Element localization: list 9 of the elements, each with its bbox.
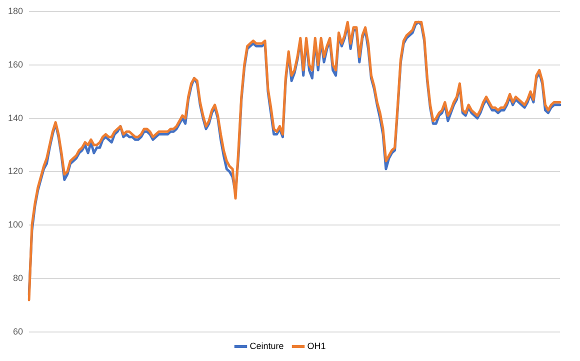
y-tick-label: 180: [8, 6, 24, 16]
y-tick-label: 60: [13, 326, 24, 336]
y-tick-label: 160: [8, 59, 24, 70]
legend-label: Ceinture: [250, 340, 284, 351]
y-tick-label: 80: [13, 273, 24, 284]
y-tick-label: 140: [8, 112, 24, 123]
legend-label: OH1: [307, 340, 326, 351]
y-tick-label: 100: [8, 220, 24, 230]
y-tick-label: 120: [8, 166, 24, 176]
